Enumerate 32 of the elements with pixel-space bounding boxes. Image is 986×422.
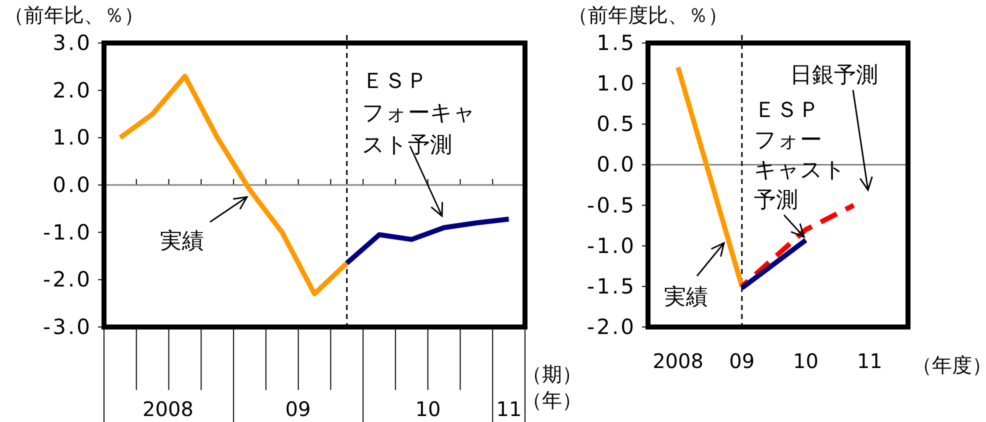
x-axis-title: （年度） [912, 353, 986, 377]
y-tick-label: 1.5 [596, 31, 636, 55]
x-tick-label: 2008 [652, 349, 704, 373]
x-tick-label: 10 [793, 349, 819, 373]
text: 10 [415, 397, 441, 421]
y-tick-label: 1.0 [596, 72, 636, 96]
y-tick-label: 0.5 [596, 112, 636, 136]
y-axis-title: （前年度比、％） [568, 3, 728, 27]
text: 11 [496, 397, 522, 421]
x-tick-label: 11 [856, 349, 882, 373]
y-tick-label: 0.0 [596, 152, 636, 177]
y-tick-label: -1.0 [587, 234, 636, 258]
y-tick-label: -3.0 [43, 315, 92, 339]
y-tick-label: -2.0 [587, 315, 636, 339]
x-axis-title: （期）（年） [522, 362, 582, 412]
y-tick-label: 2.0 [52, 78, 92, 102]
annotation: ＥＳＰフォーキャスト予測 [754, 98, 846, 213]
x-tick-label: 09 [729, 349, 755, 373]
y-tick-label: 3.0 [52, 31, 92, 55]
annotation: 実績 [160, 229, 204, 254]
y-tick-label: -2.0 [43, 268, 92, 292]
y-tick-label: -1.5 [587, 274, 636, 298]
annotation: ＥＳＰフォーキャスト予測 [362, 69, 476, 158]
y-tick-label: -1.0 [43, 220, 92, 244]
annotation: 実績 [664, 285, 708, 310]
text: 2008 [142, 397, 194, 421]
text: 09 [285, 397, 311, 421]
y-axis-title: （前年比、％） [4, 3, 144, 27]
annotation: 日銀予測 [790, 63, 878, 88]
y-tick-label: -0.5 [587, 193, 636, 218]
y-tick-label: 0.0 [52, 173, 92, 197]
y-tick-label: 1.0 [52, 126, 92, 150]
